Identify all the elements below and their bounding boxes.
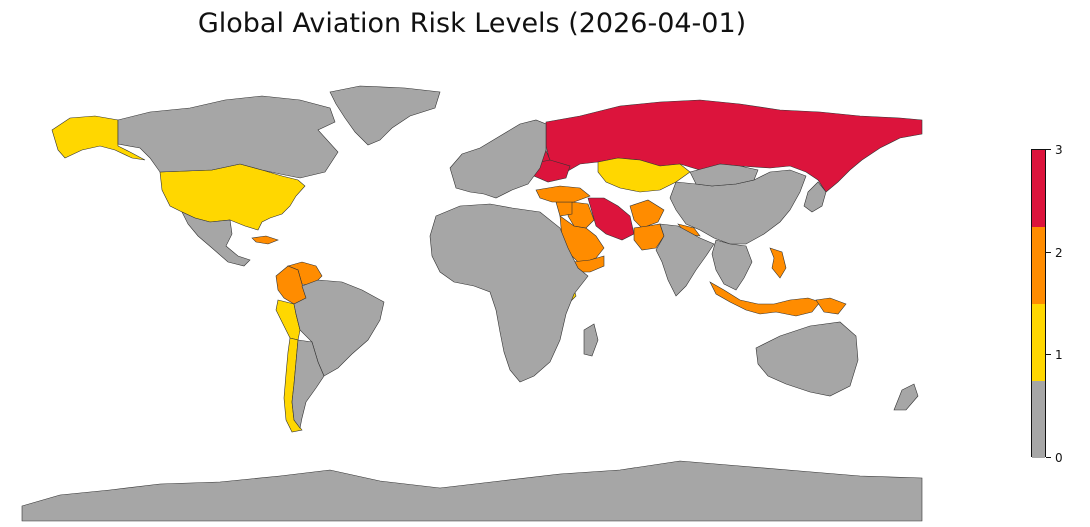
- country-iran: [587, 197, 635, 241]
- colorbar-label-3: 3: [1055, 143, 1063, 157]
- country-madagascar: [583, 323, 599, 357]
- country-syria: [555, 201, 573, 217]
- country-southeast-asia: [711, 239, 753, 291]
- country-alaska: [51, 115, 146, 161]
- world-map: [21, 85, 923, 522]
- country-papua-new-guinea: [815, 297, 847, 315]
- country-africa: [429, 203, 589, 383]
- colorbar-segment-3: [1032, 150, 1045, 227]
- country-india: [655, 223, 715, 297]
- colorbar-tick-2: [1046, 252, 1051, 253]
- colorbar-label-1: 1: [1055, 348, 1063, 362]
- country-afghanistan: [629, 199, 665, 229]
- country-greenland: [329, 85, 441, 146]
- colorbar-segment-0: [1032, 381, 1045, 458]
- country-cuba: [251, 235, 279, 245]
- colorbar-tick-0: [1046, 457, 1051, 458]
- country-indonesia: [709, 281, 821, 317]
- colorbar-segment-2: [1032, 227, 1045, 304]
- country-japan: [803, 181, 827, 213]
- country-australia: [755, 321, 859, 397]
- country-mongolia: [689, 163, 759, 187]
- country-antarctica: [21, 460, 923, 522]
- country-philippines: [769, 247, 787, 279]
- country-mexico: [181, 211, 251, 267]
- country-canada: [117, 95, 339, 179]
- country-europe: [449, 119, 547, 199]
- country-argentina: [291, 339, 325, 429]
- colorbar-tick-3: [1046, 149, 1051, 150]
- country-brazil: [293, 279, 385, 377]
- country-turkey: [535, 185, 591, 203]
- country-pakistan: [633, 223, 665, 251]
- country-new-zealand: [893, 383, 919, 411]
- colorbar-label-0: 0: [1055, 451, 1063, 465]
- colorbar-tick-1: [1046, 354, 1051, 355]
- colorbar: [1031, 149, 1046, 458]
- country-iraq: [567, 201, 595, 229]
- colorbar-label-2: 2: [1055, 246, 1063, 260]
- map-title: Global Aviation Risk Levels (2026-04-01): [197, 8, 747, 39]
- colorbar-segment-1: [1032, 304, 1045, 381]
